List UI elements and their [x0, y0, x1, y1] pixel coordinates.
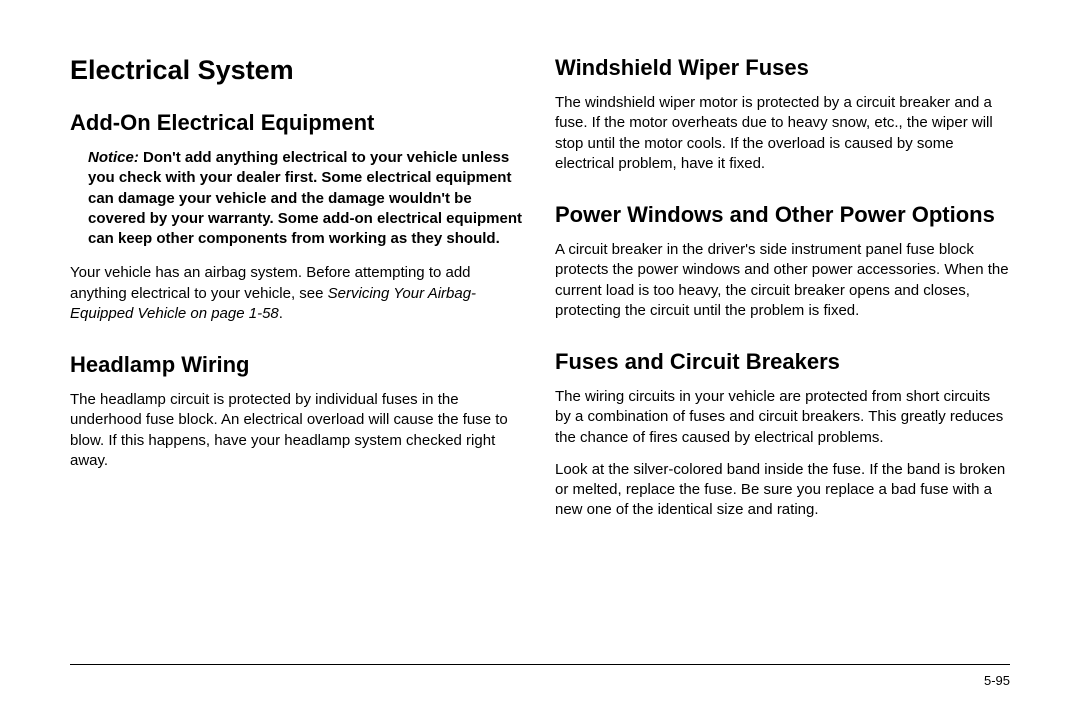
page-number: 5-95: [984, 673, 1010, 688]
notice-text: Don't add anything electrical to your ve…: [88, 149, 522, 247]
heading-headlamp: Headlamp Wiring: [70, 352, 525, 378]
main-title: Electrical System: [70, 55, 525, 86]
left-column: Electrical System Add-On Electrical Equi…: [70, 55, 525, 533]
wiper-paragraph: The windshield wiper motor is protected …: [555, 93, 1010, 174]
addon-text-b: .: [279, 305, 283, 322]
heading-addon: Add-On Electrical Equipment: [70, 110, 525, 136]
power-windows-paragraph: A circuit breaker in the driver's side i…: [555, 240, 1010, 321]
fuses-paragraph-1: The wiring circuits in your vehicle are …: [555, 387, 1010, 448]
notice-paragraph: Notice: Don't add anything electrical to…: [70, 148, 525, 249]
fuses-paragraph-2: Look at the silver-colored band inside t…: [555, 460, 1010, 521]
notice-label: Notice:: [88, 149, 139, 166]
content-columns: Electrical System Add-On Electrical Equi…: [70, 55, 1010, 533]
headlamp-paragraph: The headlamp circuit is protected by ind…: [70, 390, 525, 471]
right-column: Windshield Wiper Fuses The windshield wi…: [555, 55, 1010, 533]
addon-paragraph: Your vehicle has an airbag system. Befor…: [70, 263, 525, 324]
heading-fuses: Fuses and Circuit Breakers: [555, 349, 1010, 375]
footer-rule: [70, 664, 1010, 665]
heading-power-windows: Power Windows and Other Power Options: [555, 202, 1010, 228]
heading-wiper: Windshield Wiper Fuses: [555, 55, 1010, 81]
